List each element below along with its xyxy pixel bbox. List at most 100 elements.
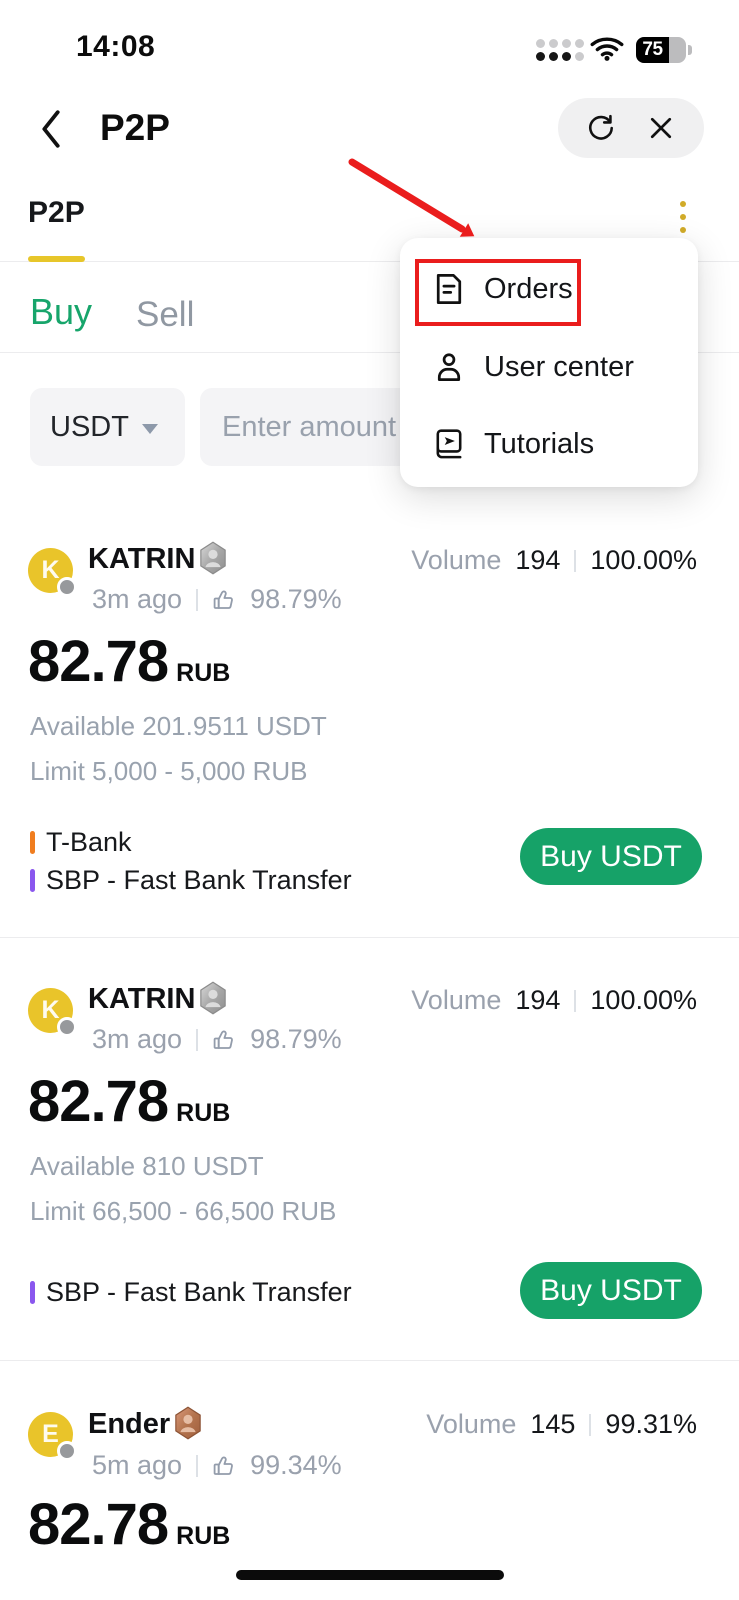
divider [0,1360,739,1361]
order-limit: Limit 66,500 - 66,500 RUB [30,1196,337,1226]
price-row: 82.78 RUB [28,1496,230,1554]
payment-method: SBP - Fast Bank Transfer [30,1277,352,1308]
rating: 99.34% [250,1450,342,1480]
available-amount: Available 201.9511 USDT [30,711,327,741]
last-seen: 3m ago [92,1024,183,1054]
order-limit: Limit 5,000 - 5,000 RUB [30,756,308,786]
thumbs-up-icon [213,1030,233,1049]
menu-item-user-center[interactable]: User center [400,332,698,402]
separator [196,588,199,611]
price: 82.78 [28,629,169,694]
silver-badge-icon [200,541,227,575]
clock: 14:08 [76,30,156,63]
rating: 98.79% [250,1024,342,1054]
currency: RUB [176,659,231,687]
price-row: 82.78 RUB [28,633,230,691]
menu-item-label: User center [484,350,634,383]
currency: RUB [176,1522,231,1550]
price-row: 82.78 RUB [28,1073,230,1131]
status-dot [57,1441,77,1461]
currency: RUB [176,1099,231,1127]
divider [0,261,739,262]
buy-usdt-button[interactable]: Buy USDT [520,1262,702,1319]
menu-item-orders[interactable]: Orders [400,254,698,324]
merchant-meta: 3m ago 98.79% [92,1024,342,1055]
separator [589,1413,592,1436]
refresh-button[interactable] [584,111,618,145]
merchant-name: KATRIN [88,543,196,575]
volume-value: 194 [515,545,561,575]
thumbs-up-icon [213,590,233,609]
battery-icon: 75 [636,37,686,63]
merchant-name-row[interactable]: KATRIN [88,541,228,576]
volume-row: Volume 194 100.00% [411,545,697,576]
orders-document-icon [436,274,462,304]
merchant-name-row[interactable]: KATRIN [88,981,228,1016]
back-chevron-icon[interactable] [38,110,64,148]
last-seen: 3m ago [92,584,183,614]
last-seen: 5m ago [92,1450,183,1480]
refresh-icon [589,114,613,140]
rating: 98.79% [250,584,342,614]
merchant-meta: 5m ago 99.34% [92,1450,342,1481]
tutorials-book-icon [436,429,462,459]
offer-card: K KATRIN 3m ago 98.79% Volume 1 [0,938,739,1361]
avatar[interactable]: K [28,988,73,1033]
price: 82.78 [28,1492,169,1557]
thumbs-up-icon [213,1456,233,1475]
available-amount: Available 810 USDT [30,1151,264,1181]
close-icon [650,117,672,139]
user-icon [437,353,461,381]
menu-item-tutorials[interactable]: Tutorials [400,409,698,479]
divider [0,937,739,938]
payment-color-bar [30,831,35,854]
tab-p2p[interactable]: P2P [28,196,85,229]
chevron-down-icon [141,424,158,434]
wifi-icon [590,37,624,61]
buy-usdt-button[interactable]: Buy USDT [520,828,702,885]
volume-row: Volume 145 99.31% [426,1409,697,1440]
battery-percentage: 75 [636,37,669,63]
annotation-arrow [348,158,475,237]
volume-label: Volume [411,985,502,1015]
silver-badge-icon [200,981,227,1015]
payment-method: T-Bank [30,827,132,858]
separator [574,549,577,572]
merchant-name: Ender [88,1408,171,1440]
volume-label: Volume [411,545,502,575]
payment-label: T-Bank [46,827,132,857]
completion-rate: 100.00% [590,545,697,575]
merchant-meta: 3m ago 98.79% [92,584,342,615]
battery-nub [688,45,692,55]
completion-rate: 100.00% [590,985,697,1015]
separator [196,1454,199,1477]
active-tab-underline [28,256,85,262]
kebab-menu-icon[interactable] [680,201,686,233]
menu-item-label: Tutorials [484,427,595,460]
page-title: P2P [100,107,170,148]
asset-selector[interactable]: USDT [30,388,185,466]
offer-card: E Ender 5m ago 99.34% Volume 14 [0,1361,739,1600]
payment-color-bar [30,1281,35,1304]
completion-rate: 99.31% [605,1409,697,1439]
home-indicator[interactable] [236,1570,504,1580]
close-button[interactable] [644,111,678,145]
avatar[interactable]: K [28,548,73,593]
offer-card: K KATRIN 3m ago 98.79% Volume 1 [0,500,739,938]
tab-buy[interactable]: Buy [30,291,93,332]
payment-method: SBP - Fast Bank Transfer [30,865,352,896]
overflow-menu: Orders User center Tutorials [400,238,698,487]
asset-selector-value: USDT [50,410,129,443]
price: 82.78 [28,1069,169,1134]
volume-label: Volume [426,1409,517,1439]
payment-label: SBP - Fast Bank Transfer [46,1277,352,1307]
menu-item-label: Orders [484,272,573,305]
separator [574,989,577,1012]
cellular-signal-icon [536,39,584,61]
merchant-name-row[interactable]: Ender [88,1406,203,1441]
status-dot [57,577,77,597]
volume-value: 194 [515,985,561,1015]
payment-label: SBP - Fast Bank Transfer [46,865,352,895]
tab-sell[interactable]: Sell [136,295,195,334]
